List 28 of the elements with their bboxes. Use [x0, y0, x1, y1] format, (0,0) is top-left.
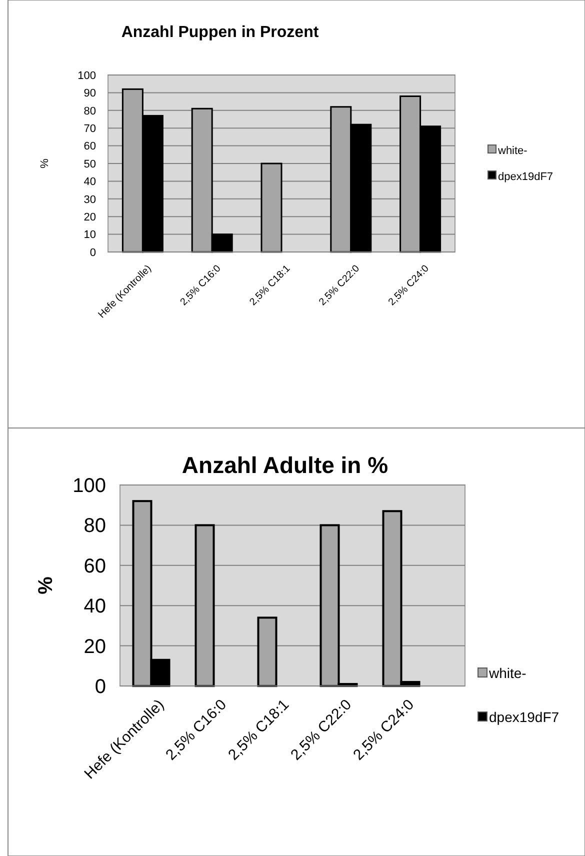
y-axis-title: %	[39, 158, 51, 168]
bar	[194, 524, 215, 687]
chart-title: Anzahl Adulte in %	[182, 452, 388, 478]
y-tick-label: 60	[84, 555, 106, 578]
y-axis-title: %	[35, 576, 57, 594]
y-tick-label: 0	[94, 676, 106, 698]
y-tick-label: 100	[72, 475, 106, 497]
y-tick-label: 20	[84, 211, 96, 224]
y-tick-label: 30	[84, 194, 96, 206]
y-tick-label: 90	[84, 88, 96, 100]
legend-label: dpex19dF7	[498, 170, 554, 183]
y-tick-label: 100	[78, 70, 96, 82]
legend-label: dpex19dF7	[489, 708, 560, 725]
y-tick-label: 50	[84, 158, 96, 170]
y-tick-label: 40	[84, 176, 96, 188]
y-tick-label: 40	[84, 596, 106, 618]
y-tick-label: 10	[84, 229, 96, 242]
y-tick-label: 0	[90, 246, 96, 259]
chart-title: Anzahl Puppen in Prozent	[121, 24, 320, 41]
y-tick-label: 80	[84, 105, 96, 118]
y-tick-label: 60	[84, 140, 96, 153]
legend-label: white-	[488, 664, 527, 681]
bar	[260, 162, 282, 253]
y-tick-label: 70	[84, 122, 96, 135]
bar	[257, 616, 278, 687]
legend-label: white-	[497, 144, 528, 157]
y-tick-label: 80	[84, 515, 106, 538]
y-tick-label: 20	[84, 636, 106, 658]
